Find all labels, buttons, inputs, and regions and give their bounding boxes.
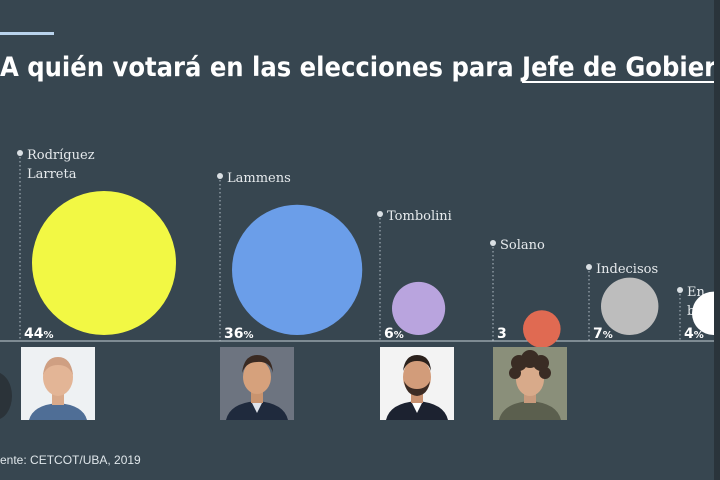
value-label-en-blanco: 4%	[684, 326, 704, 342]
category-label-tombolini: Tombolini	[387, 209, 452, 224]
leader-dot-rodriguez-larreta	[17, 150, 23, 156]
leader-dot-indecisos	[586, 264, 592, 270]
photo-man	[220, 347, 294, 420]
bubble-en-blanco	[692, 291, 720, 335]
leader-dot-tombolini	[377, 211, 383, 217]
bubble-solano	[523, 310, 561, 348]
accent-line	[0, 32, 54, 35]
leader-dot-solano	[490, 240, 496, 246]
frame-edge	[714, 0, 720, 480]
source-note: ente: CETCOT/UBA, 2019	[0, 453, 141, 467]
category-label-lammens: Lammens	[227, 171, 291, 186]
photo-curly-hair-man	[493, 347, 567, 420]
category-label-rodriguez-larreta-line1: Rodríguez	[27, 148, 95, 163]
leader-dot-lammens	[217, 173, 223, 179]
category-label-indecisos: Indecisos	[596, 262, 658, 277]
bubble-tombolini	[392, 281, 446, 335]
category-label-solano: Solano	[500, 238, 545, 253]
leader-dot-en-blanco	[677, 287, 683, 293]
bubble-lammens	[232, 204, 363, 335]
value-label-indecisos: 7%	[593, 326, 613, 342]
title-highlight: Jefe de Gobierno	[522, 52, 720, 83]
bubble-indecisos	[601, 277, 659, 335]
bubble-chart: Rodríguez Larreta 44% Lammens 36% Tombolini 6%…	[0, 148, 720, 348]
chart-title: A quién votará en las elecciones para Je…	[0, 52, 720, 83]
value-label-solano: 3	[497, 326, 507, 342]
photo-bearded-man	[380, 347, 454, 420]
value-label-rodriguez-larreta: 44%	[24, 326, 54, 342]
photo-bald-man	[21, 347, 95, 420]
category-label-rodriguez-larreta-line2: Larreta	[27, 167, 77, 182]
title-prefix: A quién votará en las elecciones para	[0, 52, 523, 83]
bubble-rodriguez-larreta	[32, 191, 176, 335]
value-label-tombolini: 6%	[384, 326, 404, 342]
value-label-lammens: 36%	[224, 326, 254, 342]
decorative-circle	[0, 372, 12, 420]
